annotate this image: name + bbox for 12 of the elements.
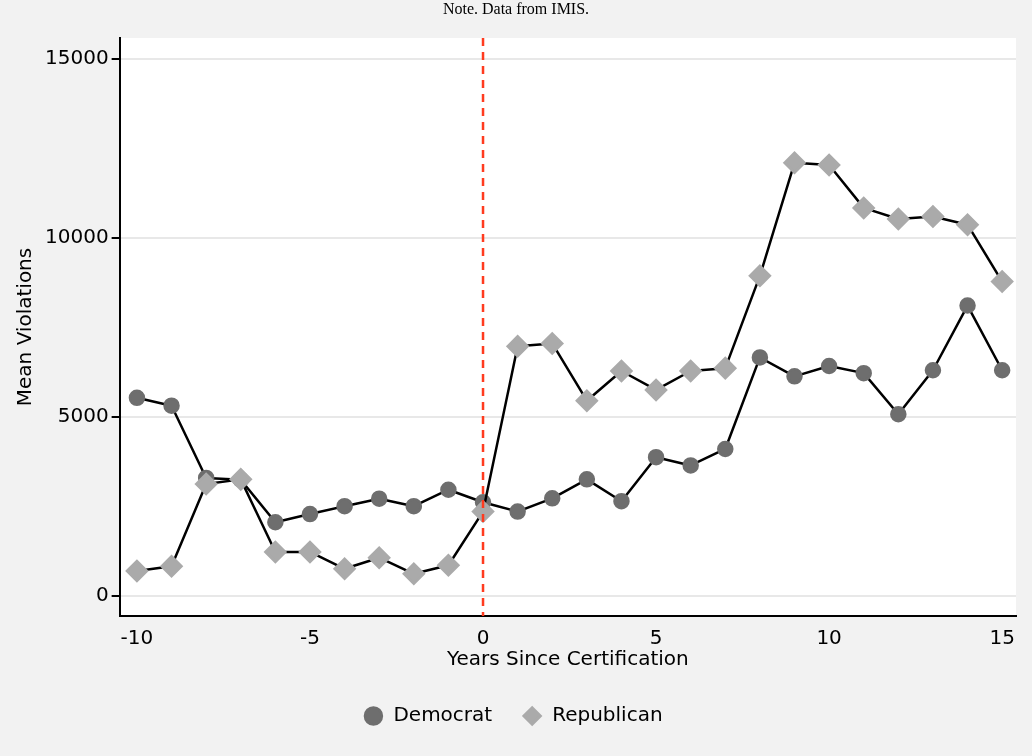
y-axis-title: Mean Violations (12, 247, 37, 407)
x-tick-label: -5 (300, 625, 320, 650)
x-tick-label: 10 (816, 625, 842, 650)
x-tick-label: 15 (989, 625, 1015, 650)
legend-label: Republican (552, 702, 663, 727)
legend-label: Democrat (393, 702, 493, 727)
y-tick-label: 0 (95, 581, 109, 606)
x-tick-label: -10 (120, 625, 154, 650)
y-tick-label: 10000 (45, 224, 109, 249)
text: Note. Data from IMIS. (441, 0, 591, 18)
y-tick-label: 15000 (45, 45, 109, 70)
y-tick-label: 5000 (57, 402, 109, 427)
